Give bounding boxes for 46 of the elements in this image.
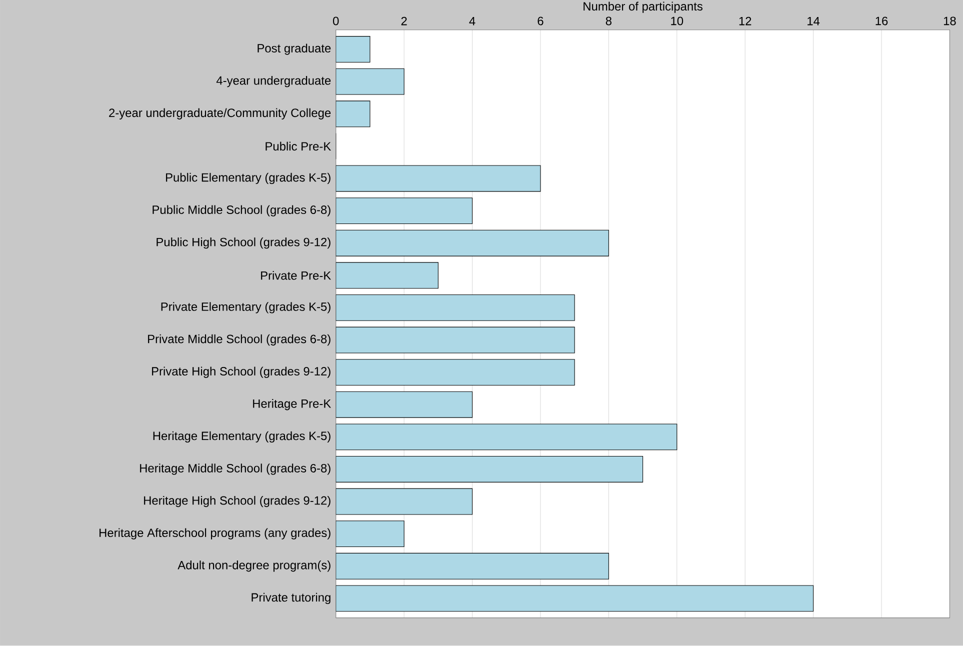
bar [336, 520, 404, 548]
x-tick-label: 10 [671, 16, 684, 26]
y-tick-label: 4-year undergraduate [216, 76, 331, 88]
y-tick-label: Heritage Elementary (grades K-5) [153, 431, 330, 443]
x-tick-label: 14 [808, 17, 820, 26]
bar [336, 68, 404, 95]
bar [336, 262, 438, 289]
x-tick-label: 2 [401, 16, 407, 26]
bar [336, 198, 473, 224]
y-tick-label: Heritage High School (grades 9-12) [144, 496, 330, 508]
bar [336, 359, 575, 386]
y-tick-label: Public Pre-K [266, 142, 332, 151]
x-tick-label: 8 [606, 16, 612, 26]
y-tick-label: Heritage Pre-K [253, 399, 332, 410]
bar [336, 294, 575, 322]
bar [336, 456, 644, 483]
bar [336, 230, 609, 256]
y-tick-label: Private Elementary (grades K-5) [161, 302, 330, 314]
bar [336, 100, 370, 128]
y-tick-label: Private Middle School (grades 6-8) [148, 334, 330, 346]
y-tick-label: Public High School (grades 9-12) [156, 238, 330, 249]
y-tick-label: Private Pre-K [261, 271, 332, 280]
bar [336, 392, 473, 418]
x-tick-label: 18 [944, 16, 956, 26]
x-tick-label: 12 [739, 16, 752, 26]
x-tick-label: 0 [333, 16, 339, 26]
y-tick-label: Private tutoring [252, 593, 330, 604]
y-tick-label: Private High School (grades 9-12) [152, 366, 330, 378]
y-tick-label: Post graduate [258, 44, 331, 55]
x-tick-label: 16 [876, 16, 888, 26]
x-tick-label: 6 [538, 16, 544, 26]
bar [336, 488, 473, 515]
bar [336, 424, 678, 450]
y-tick-label: 2-year undergraduate/Community College [109, 108, 331, 120]
bar [336, 165, 541, 192]
x-tick-label: 4 [469, 17, 476, 26]
x-axis-title: Number of participants [584, 2, 702, 14]
bar [336, 326, 575, 354]
y-tick-label: Public Middle School (grades 6-8) [152, 205, 330, 217]
y-tick-label: Adult non-degree program(s) [178, 560, 330, 572]
bar [336, 585, 814, 612]
y-tick-label: Heritage Afterschool programs (any grades) [100, 528, 330, 540]
y-tick-label: Heritage Middle School (grades 6-8) [140, 464, 330, 475]
bar [336, 553, 609, 580]
y-tick-label: Public Elementary (grades K-5) [166, 173, 330, 184]
bar [336, 36, 370, 63]
